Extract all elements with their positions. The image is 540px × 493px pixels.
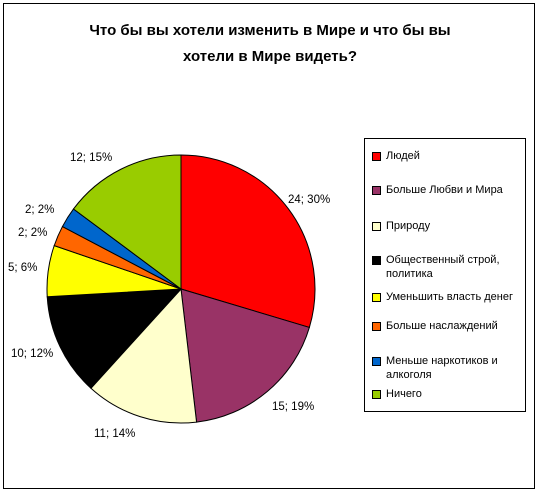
pie-slice-4 — [46, 288, 183, 389]
data-label-6: 2; 2% — [18, 227, 47, 239]
legend-label: Больше Любви и Мира — [386, 184, 503, 196]
legend-label: Меньше наркотиков и алкоголя — [386, 355, 498, 381]
legend-label: Общественный строй, политика — [386, 254, 500, 280]
legend-label: Ничего — [386, 388, 422, 400]
legend-label: Природу — [386, 220, 431, 232]
chart-legend: Людей Больше Любви и Мира Природу Обществен… — [364, 138, 526, 412]
legend-swatch — [372, 256, 381, 265]
legend-swatch — [372, 357, 381, 366]
chart-title-line-2: хотели в Мире видеть? — [183, 48, 357, 65]
legend-swatch — [372, 390, 381, 399]
pie-slice-1 — [180, 154, 316, 329]
data-label-7: 2; 2% — [25, 204, 54, 216]
data-label-4: 10; 12% — [11, 348, 53, 360]
data-label-1: 24; 30% — [288, 194, 330, 206]
data-label-5: 5; 6% — [8, 262, 37, 274]
legend-label: Больше наслаждений — [386, 320, 498, 332]
data-label-3: 11; 14% — [94, 428, 135, 440]
data-label-2: 15; 19% — [272, 401, 314, 413]
legend-swatch — [372, 152, 381, 161]
legend-swatch — [372, 293, 381, 302]
legend-swatch — [372, 222, 381, 231]
pie-slice-3 — [90, 287, 198, 424]
chart-title-line-1: Что бы вы хотели изменить в Мире и что б… — [89, 22, 451, 39]
legend-swatch — [372, 186, 381, 195]
pie-slice-8 — [72, 154, 182, 290]
legend-label: Уменьшить власть денег — [386, 291, 513, 303]
chart-title: Что бы вы хотели изменить в Мире и что б… — [0, 18, 540, 70]
legend-label: Людей — [386, 150, 420, 162]
data-label-8: 12; 15% — [70, 152, 112, 164]
pie-slice-2 — [180, 288, 310, 423]
legend-swatch — [372, 322, 381, 331]
